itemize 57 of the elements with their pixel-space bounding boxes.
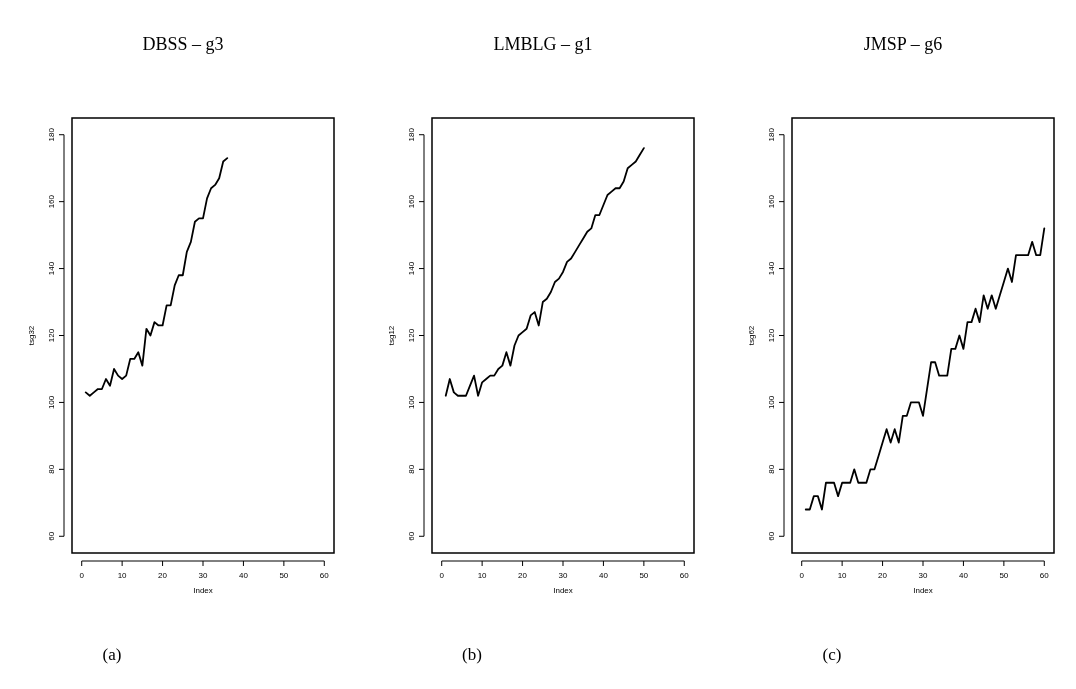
- y-axis-title: tsg12: [387, 325, 396, 346]
- x-tick-label: 0: [799, 571, 805, 580]
- x-tick-label: 10: [477, 571, 488, 580]
- chart-title: LMBLG – g1: [493, 34, 593, 54]
- x-tick-label: 0: [439, 571, 445, 580]
- x-axis-title: Index: [913, 586, 933, 595]
- x-tick-label: 30: [918, 571, 928, 580]
- x-tick-label: 30: [198, 571, 208, 580]
- y-axis-title: tsg32: [27, 325, 36, 346]
- y-tick-label: 160: [407, 194, 416, 209]
- chart-title: DBSS – g3: [142, 34, 224, 54]
- y-tick-label: 120: [767, 328, 776, 343]
- y-tick-label: 120: [407, 328, 416, 343]
- y-tick-label: 160: [47, 194, 56, 209]
- x-tick-label: 50: [639, 571, 649, 580]
- x-tick-label: 20: [518, 571, 528, 580]
- y-tick-label: 120: [47, 328, 56, 343]
- y-tick-label: 80: [407, 464, 416, 474]
- y-tick-label: 80: [47, 464, 56, 474]
- y-axis-title: tsg62: [747, 325, 756, 346]
- x-tick-label: 50: [279, 571, 289, 580]
- y-tick-label: 180: [767, 127, 776, 142]
- x-tick-label: 40: [598, 571, 609, 580]
- y-tick-label: 180: [47, 127, 56, 142]
- x-tick-label: 30: [558, 571, 568, 580]
- x-tick-label: 40: [958, 571, 969, 580]
- x-tick-label: 20: [158, 571, 168, 580]
- y-tick-label: 60: [407, 531, 416, 541]
- x-tick-label: 10: [837, 571, 848, 580]
- x-tick-label: 60: [319, 571, 330, 580]
- x-tick-label: 50: [999, 571, 1009, 580]
- x-tick-label: 0: [79, 571, 85, 580]
- text: (a): [102, 645, 122, 664]
- line-series: [84, 157, 229, 397]
- x-tick-label: 60: [679, 571, 690, 580]
- y-tick-label: 60: [47, 531, 56, 541]
- x-axis-title: Index: [193, 586, 213, 595]
- text: (b): [462, 645, 482, 664]
- y-tick-label: 140: [407, 261, 416, 276]
- y-tick-label: 180: [407, 127, 416, 142]
- line-series: [444, 147, 645, 397]
- y-tick-label: 100: [407, 395, 416, 410]
- y-tick-label: 140: [767, 261, 776, 276]
- y-tick-label: 100: [767, 395, 776, 410]
- x-tick-label: 20: [878, 571, 888, 580]
- y-tick-label: 80: [767, 464, 776, 474]
- line-series: [804, 227, 1046, 511]
- chart-title: JMSP – g6: [863, 34, 943, 54]
- x-tick-label: 10: [117, 571, 128, 580]
- text: (c): [822, 645, 842, 664]
- y-tick-label: 160: [767, 194, 776, 209]
- y-tick-label: 100: [47, 395, 56, 410]
- x-axis-title: Index: [553, 586, 573, 595]
- x-tick-label: 60: [1039, 571, 1050, 580]
- y-tick-label: 140: [47, 261, 56, 276]
- y-tick-label: 60: [767, 531, 776, 541]
- x-tick-label: 40: [238, 571, 249, 580]
